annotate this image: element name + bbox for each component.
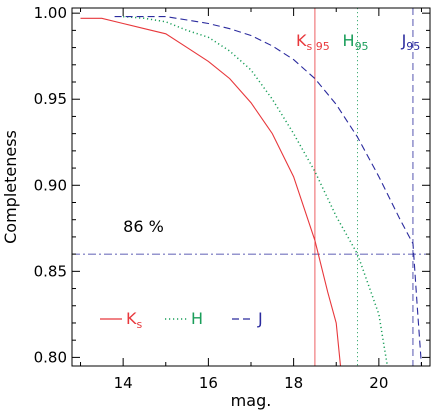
x-tick-label: 20	[369, 374, 388, 392]
series-lines	[80, 15, 423, 367]
reference-label-ks95: Ks 95	[296, 31, 330, 53]
legend: Ks H J	[100, 309, 263, 331]
y-axis-title: Completeness	[1, 130, 20, 244]
axis-ticks: 14 16 18 20 0.80 0.85 0.90 0.95 1.00	[34, 4, 430, 392]
legend-label-ks: Ks	[126, 309, 143, 331]
series-line-h	[123, 15, 389, 367]
reference-lines	[72, 8, 430, 366]
series-line-j	[114, 16, 423, 367]
x-tick-label: 18	[284, 374, 303, 392]
reference-label-j95: J95	[401, 31, 421, 53]
series-line-ks	[80, 17, 342, 367]
x-tick-label: 14	[114, 374, 133, 392]
y-tick-label: 0.95	[34, 90, 67, 108]
legend-label-j: J	[257, 309, 263, 328]
chart-text: mag. Completeness 86 % Ks 95 H95 J95	[1, 31, 420, 410]
y-tick-label: 1.00	[34, 4, 67, 22]
x-axis-title: mag.	[231, 391, 272, 410]
y-tick-label: 0.90	[34, 176, 67, 194]
x-tick-label: 16	[199, 374, 218, 392]
legend-label-h: H	[191, 309, 203, 328]
y-tick-label: 0.80	[34, 348, 67, 366]
annotation-86-percent: 86 %	[123, 217, 164, 236]
reference-label-h95: H95	[343, 31, 369, 53]
y-tick-label: 0.85	[34, 262, 67, 280]
